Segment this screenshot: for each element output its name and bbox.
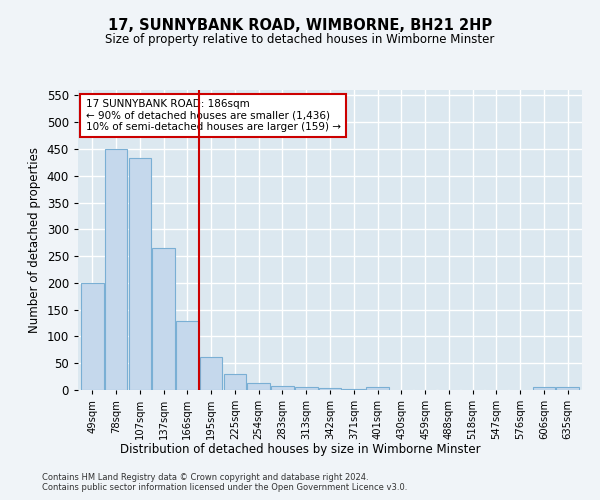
Bar (105, 149, 127, 390)
Bar (295, 388, 317, 390)
Text: 17, SUNNYBANK ROAD, WIMBORNE, BH21 2HP: 17, SUNNYBANK ROAD, WIMBORNE, BH21 2HP (108, 18, 492, 32)
Text: Contains HM Land Registry data © Crown copyright and database right 2024.: Contains HM Land Registry data © Crown c… (42, 472, 368, 482)
Bar (81, 283, 104, 390)
Bar (533, 388, 555, 390)
Bar (556, 388, 579, 390)
Text: 17 SUNNYBANK ROAD: 186sqm
← 90% of detached houses are smaller (1,436)
10% of se: 17 SUNNYBANK ROAD: 186sqm ← 90% of detac… (86, 99, 341, 132)
Bar (343, 389, 365, 390)
Bar (152, 248, 175, 390)
Bar (271, 386, 294, 390)
Bar (247, 382, 270, 390)
Y-axis label: Number of detached properties: Number of detached properties (28, 147, 41, 333)
Bar (128, 158, 151, 390)
Text: Contains public sector information licensed under the Open Government Licence v3: Contains public sector information licen… (42, 484, 407, 492)
Text: Distribution of detached houses by size in Wimborne Minster: Distribution of detached houses by size … (119, 442, 481, 456)
Bar (319, 388, 341, 390)
Bar (224, 374, 246, 390)
Text: Size of property relative to detached houses in Wimborne Minster: Size of property relative to detached ho… (106, 32, 494, 46)
Bar (366, 388, 389, 390)
Bar (200, 357, 223, 390)
Bar (176, 322, 199, 390)
